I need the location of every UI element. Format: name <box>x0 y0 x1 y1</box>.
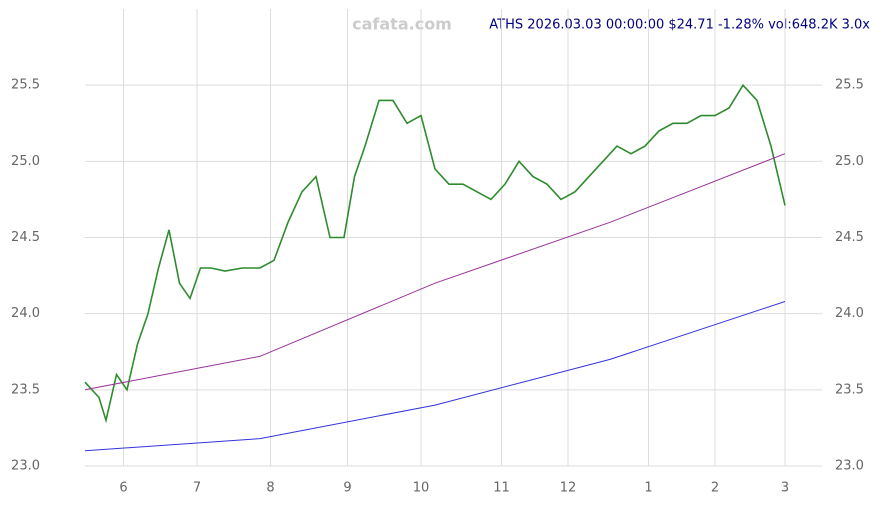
y-tick-label-right: 23.0 <box>835 459 864 474</box>
y-tick-label: 23.5 <box>11 382 40 397</box>
series-line <box>84 83 786 424</box>
x-tick-label: 7 <box>193 481 201 496</box>
y-tick-label-right: 24.5 <box>835 230 864 245</box>
series-line <box>84 301 786 452</box>
x-tick-label: 10 <box>413 481 430 496</box>
x-tick-label: 11 <box>493 481 510 496</box>
y-tick-label-right: 24.0 <box>835 306 864 321</box>
y-tick-label: 25.5 <box>11 78 40 93</box>
chart-title: ATHS 2026.03.03 00:00:00 $24.71 -1.28% v… <box>489 18 870 33</box>
series-line <box>84 153 786 391</box>
x-tick-label: 3 <box>781 481 789 496</box>
watermark: cafata.com <box>352 15 452 34</box>
y-tick-label: 23.0 <box>11 459 40 474</box>
y-tick-label: 24.5 <box>11 230 40 245</box>
x-tick-label: 12 <box>560 481 577 496</box>
x-tick-label: 2 <box>711 481 719 496</box>
x-tick-label: 6 <box>119 481 127 496</box>
y-tick-label-right: 25.0 <box>835 154 864 169</box>
x-tick-label: 9 <box>343 481 351 496</box>
y-tick-label: 25.0 <box>11 154 40 169</box>
y-tick-label: 24.0 <box>11 306 40 321</box>
x-tick-label: 1 <box>644 481 652 496</box>
y-tick-label-right: 23.5 <box>835 382 864 397</box>
x-tick-label: 8 <box>266 481 274 496</box>
y-tick-label-right: 25.5 <box>835 78 864 93</box>
